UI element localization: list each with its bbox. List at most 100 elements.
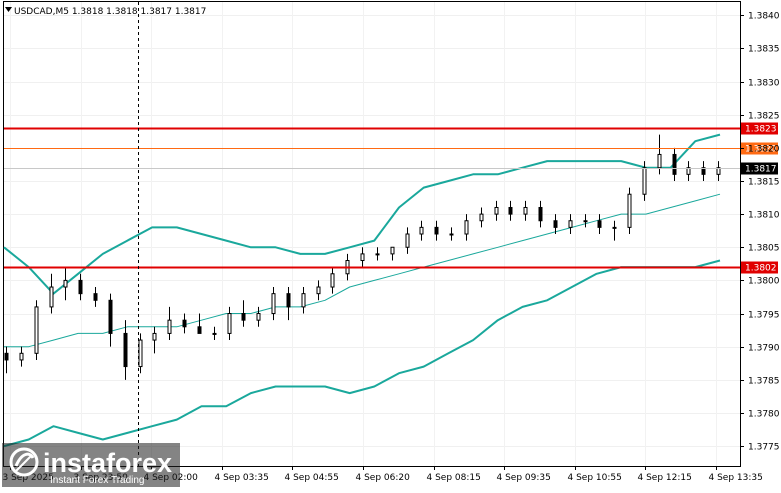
candle bbox=[523, 200, 528, 221]
price-tick-label: 1.3785 bbox=[748, 377, 780, 387]
price-axis: 1.3840 1.3835 1.3830 1.3825 1.3820 1.3815 1.38… bbox=[740, 12, 780, 453]
instaforex-logo-icon bbox=[9, 447, 39, 477]
candle bbox=[19, 346, 24, 367]
candle-body bbox=[34, 306, 39, 354]
price-tick-label: 1.3815 bbox=[748, 178, 780, 188]
candle bbox=[316, 280, 321, 301]
candle bbox=[108, 293, 113, 347]
candle bbox=[227, 306, 232, 341]
candle bbox=[642, 161, 647, 201]
bollinger-middle-line bbox=[4, 193, 721, 348]
candle bbox=[138, 333, 143, 374]
price-tick-label: 1.3830 bbox=[748, 79, 780, 89]
candle-body bbox=[152, 332, 157, 341]
price-tick-label: 1.3780 bbox=[748, 410, 780, 420]
time-tick-label: 4 Sep 13:35 bbox=[709, 473, 763, 483]
price-tick-label: 1.3820 bbox=[748, 145, 780, 155]
collapse-triangle-icon[interactable] bbox=[5, 7, 12, 12]
candle bbox=[419, 220, 424, 241]
candle-body bbox=[701, 167, 706, 175]
candle bbox=[627, 187, 632, 234]
candle bbox=[553, 214, 558, 234]
candle bbox=[63, 267, 68, 301]
candle-body bbox=[241, 313, 246, 321]
time-tick-label: 4 Sep 12:15 bbox=[638, 473, 692, 483]
candle-body bbox=[523, 206, 528, 215]
candle bbox=[434, 220, 439, 241]
candle-body bbox=[716, 167, 721, 175]
candle bbox=[4, 346, 9, 374]
candle-body bbox=[49, 286, 54, 308]
time-tick-label: 4 Sep 09:35 bbox=[497, 473, 551, 483]
symbol-title: USDCAD,M5 1.3818 1.3818 1.3817 1.3817 bbox=[14, 7, 206, 17]
level-price-tag bbox=[741, 261, 778, 274]
candle-body bbox=[167, 319, 172, 334]
candle-body bbox=[479, 213, 484, 222]
candle-body bbox=[212, 332, 217, 335]
candle-body bbox=[4, 352, 9, 361]
candle bbox=[597, 214, 602, 234]
candle bbox=[167, 306, 172, 341]
price-tick-label: 1.3800 bbox=[748, 277, 780, 287]
candle bbox=[672, 147, 677, 181]
candle-body bbox=[494, 206, 499, 215]
candle-body bbox=[286, 293, 291, 308]
level-price-tag bbox=[741, 142, 778, 155]
candle-body bbox=[123, 332, 128, 368]
candles bbox=[4, 134, 721, 380]
candle bbox=[612, 220, 617, 241]
time-tick-label: 4 Sep 03:35 bbox=[215, 473, 269, 483]
watermark-brand: instaforex bbox=[43, 448, 172, 478]
level-price-label: 1.3823 bbox=[745, 125, 777, 135]
candle bbox=[49, 273, 54, 314]
candle bbox=[375, 247, 380, 261]
candle-body bbox=[583, 220, 588, 223]
candle bbox=[686, 161, 691, 181]
candle bbox=[197, 313, 202, 334]
bollinger-upper-line bbox=[3, 133, 721, 295]
candle-body bbox=[360, 253, 365, 262]
level-price-label: 1.3802 bbox=[745, 264, 777, 274]
bollinger-bands bbox=[3, 133, 721, 448]
time-tick-label: 4 Sep 10:55 bbox=[568, 473, 622, 483]
candle-body bbox=[568, 220, 573, 228]
current-price-label: 1.3817 bbox=[745, 165, 777, 175]
candle-body bbox=[256, 313, 261, 321]
price-tick-label: 1.3825 bbox=[748, 112, 780, 122]
price-tick-label: 1.3795 bbox=[748, 311, 780, 321]
candle-body bbox=[672, 153, 677, 175]
candle-body bbox=[508, 206, 513, 215]
candle bbox=[182, 313, 187, 334]
candle bbox=[212, 326, 217, 341]
candle-body bbox=[686, 167, 691, 175]
candle bbox=[241, 300, 246, 327]
candle bbox=[78, 273, 83, 301]
bollinger-lower-line bbox=[3, 259, 721, 448]
candle bbox=[286, 287, 291, 321]
level-price-tag bbox=[741, 122, 778, 135]
candle-body bbox=[19, 352, 24, 361]
candle bbox=[657, 134, 662, 175]
candle-body bbox=[197, 326, 202, 334]
candle-body bbox=[464, 220, 469, 235]
candle-body bbox=[627, 193, 632, 228]
candle-body bbox=[642, 167, 647, 195]
candle-body bbox=[271, 293, 276, 315]
candle bbox=[152, 326, 157, 354]
price-tick-label: 1.3790 bbox=[748, 344, 780, 354]
candle-body bbox=[227, 313, 232, 334]
price-tick-label: 1.3775 bbox=[748, 443, 780, 453]
horizontal-levels: 1.3823 1.3802 1.3820 1.3817 bbox=[4, 122, 778, 274]
instaforex-watermark: instaforex Instant Forex Trading bbox=[2, 443, 180, 487]
candle-body bbox=[138, 339, 143, 368]
candle bbox=[479, 207, 484, 228]
candle bbox=[301, 287, 306, 314]
candle bbox=[330, 267, 335, 294]
candle bbox=[360, 247, 365, 268]
candle bbox=[405, 227, 410, 254]
current-price-tag bbox=[741, 162, 778, 175]
candle-body bbox=[63, 279, 68, 288]
candle bbox=[390, 246, 395, 261]
price-tick-label: 1.3810 bbox=[748, 211, 780, 221]
